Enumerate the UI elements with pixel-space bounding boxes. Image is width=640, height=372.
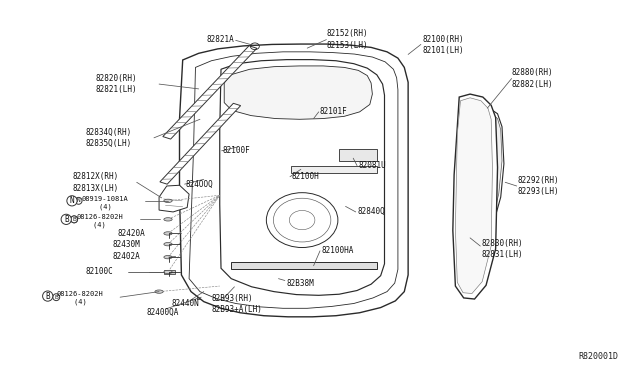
Text: 82100C: 82100C xyxy=(86,267,113,276)
Text: 82400QA: 82400QA xyxy=(147,308,179,317)
Text: 82821A: 82821A xyxy=(206,35,234,44)
Polygon shape xyxy=(339,149,378,161)
Text: B: B xyxy=(72,217,76,222)
Polygon shape xyxy=(163,46,257,139)
Text: 82834Q(RH)
82835Q(LH): 82834Q(RH) 82835Q(LH) xyxy=(86,128,132,148)
Text: B: B xyxy=(45,292,50,301)
Polygon shape xyxy=(291,166,378,173)
Text: 82101F: 82101F xyxy=(320,108,348,116)
Text: 82B38M: 82B38M xyxy=(286,279,314,288)
Text: 08126-8202H
    (4): 08126-8202H (4) xyxy=(76,214,123,228)
Ellipse shape xyxy=(164,199,172,202)
Text: N: N xyxy=(70,196,74,205)
Bar xyxy=(244,279,259,287)
Text: 824OOQ: 824OOQ xyxy=(186,180,214,189)
Text: 82081U: 82081U xyxy=(358,161,386,170)
Text: 82100HA: 82100HA xyxy=(321,246,354,255)
Bar xyxy=(278,276,339,282)
Polygon shape xyxy=(486,108,504,241)
Bar xyxy=(197,292,207,299)
Text: 82B93(RH)
82B93+A(LH): 82B93(RH) 82B93+A(LH) xyxy=(211,294,262,314)
Text: 82812X(RH)
82813X(LH): 82812X(RH) 82813X(LH) xyxy=(73,172,119,193)
Bar xyxy=(278,276,286,282)
Text: 82100F: 82100F xyxy=(223,146,251,155)
Text: N: N xyxy=(77,198,81,203)
Text: N: N xyxy=(72,217,76,222)
Ellipse shape xyxy=(164,232,172,235)
Polygon shape xyxy=(160,103,241,184)
Text: R820001D: R820001D xyxy=(579,352,619,361)
Text: B: B xyxy=(64,215,68,224)
Text: 82420A: 82420A xyxy=(118,229,145,238)
Text: 82430M: 82430M xyxy=(113,240,140,249)
Polygon shape xyxy=(224,66,372,119)
Text: 82830(RH)
82831(LH): 82830(RH) 82831(LH) xyxy=(481,239,523,259)
Polygon shape xyxy=(453,94,497,299)
Bar xyxy=(198,280,211,292)
Polygon shape xyxy=(179,44,408,317)
Text: 82880(RH)
82882(LH): 82880(RH) 82882(LH) xyxy=(511,68,553,89)
Ellipse shape xyxy=(164,270,172,274)
Polygon shape xyxy=(189,52,398,308)
Text: 82820(RH)
82821(LH): 82820(RH) 82821(LH) xyxy=(95,74,137,94)
Polygon shape xyxy=(230,262,378,269)
Polygon shape xyxy=(488,114,502,235)
Polygon shape xyxy=(476,99,487,231)
Text: 82152(RH)
82153(LH): 82152(RH) 82153(LH) xyxy=(326,29,368,50)
Bar xyxy=(227,279,241,287)
Ellipse shape xyxy=(155,290,163,293)
Text: 82100H: 82100H xyxy=(291,172,319,181)
Text: 08919-1081A
    (4): 08919-1081A (4) xyxy=(82,196,129,210)
Polygon shape xyxy=(159,185,189,212)
Text: 82292(RH)
82293(LH): 82292(RH) 82293(LH) xyxy=(518,176,559,196)
Polygon shape xyxy=(456,98,492,294)
Ellipse shape xyxy=(164,256,172,259)
Text: 82402A: 82402A xyxy=(113,252,140,261)
Polygon shape xyxy=(220,60,385,295)
Text: B: B xyxy=(54,295,58,300)
Bar xyxy=(164,270,175,274)
Text: 82100(RH)
82101(LH): 82100(RH) 82101(LH) xyxy=(422,35,464,55)
Ellipse shape xyxy=(164,243,172,246)
Text: 08126-8202H
    (4): 08126-8202H (4) xyxy=(57,291,104,305)
Ellipse shape xyxy=(164,218,172,221)
Text: 82840Q: 82840Q xyxy=(357,208,385,217)
Text: 82440N: 82440N xyxy=(172,299,200,308)
